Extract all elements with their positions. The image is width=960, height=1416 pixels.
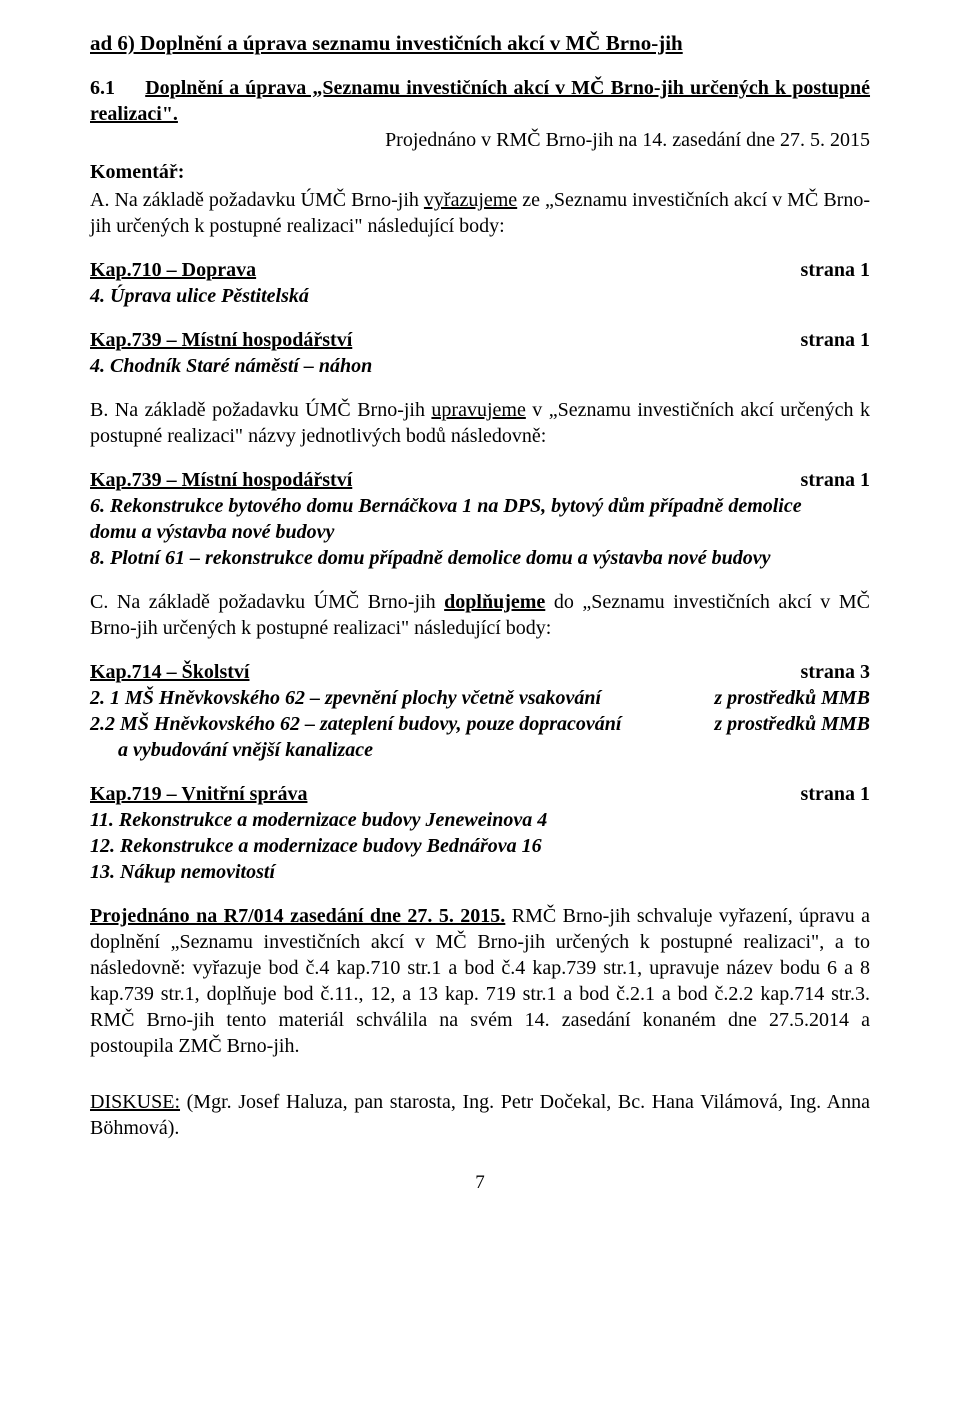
kap739-labelA: Kap.739 – Místní hospodářství <box>90 327 352 353</box>
C-item-2-2-left: 2.2 MŠ Hněvkovského 62 – zateplení budov… <box>90 711 621 737</box>
komentar-label: Komentář: <box>90 159 870 185</box>
C-item-13: 13. Nákup nemovitostí <box>90 859 870 885</box>
kap714-label: Kap.714 – Školství <box>90 659 249 685</box>
A-emph: vyřazujeme <box>424 189 517 211</box>
projednano-line: Projednáno v RMČ Brno-jih na 14. zasedán… <box>90 127 870 153</box>
kap739-rowA: Kap.739 – Místní hospodářství strana 1 <box>90 327 870 353</box>
kap719-label: Kap.719 – Vnitřní správa <box>90 781 307 807</box>
A-item-4b: 4. Chodník Staré náměstí – náhon <box>90 353 870 379</box>
kap719-row: Kap.719 – Vnitřní správa strana 1 <box>90 781 870 807</box>
C-item-2-1-right: z prostředků MMB <box>714 685 870 711</box>
diskuse-paragraph: DISKUSE: (Mgr. Josef Haluza, pan starost… <box>90 1089 870 1141</box>
diskuse-text: (Mgr. Josef Haluza, pan starosta, Ing. P… <box>90 1091 870 1139</box>
B-item-6: 6. Rekonstrukce bytového domu Bernáčkova… <box>90 493 870 545</box>
A-item-4a: 4. Úprava ulice Pěstitelská <box>90 283 870 309</box>
sec61-para: 6.1 Doplnění a úprava „Seznamu investičn… <box>90 75 870 127</box>
C-emph: doplňujeme <box>444 591 545 613</box>
section-6-1: 6.1 Doplnění a úprava „Seznamu investičn… <box>90 75 870 153</box>
section-C: C. Na základě požadavku ÚMČ Brno-jih dop… <box>90 589 870 641</box>
sec61-num: 6.1 <box>90 77 115 99</box>
C-pre: C. Na základě požadavku ÚMČ Brno-jih <box>90 591 444 613</box>
diskuse-label: DISKUSE: <box>90 1091 180 1113</box>
projednano-paragraph: Projednáno na R7/014 zasedání dne 27. 5.… <box>90 903 870 1059</box>
C-item-12: 12. Rekonstrukce a modernizace budovy Be… <box>90 833 870 859</box>
kap710-page: strana 1 <box>801 257 870 283</box>
C-item-2-2-cont: a vybudování vnější kanalizace <box>90 737 870 763</box>
kap710-label: Kap.710 – Doprava <box>90 257 256 283</box>
proj-rest: RMČ Brno-jih schvaluje vyřazení, úpravu … <box>90 905 870 1057</box>
sec61-title: Doplnění a úprava „Seznamu investičních … <box>90 77 870 125</box>
heading-ad6: ad 6) Doplnění a úprava seznamu investič… <box>90 30 870 57</box>
proj-lead: Projednáno na R7/014 zasedání dne 27. 5.… <box>90 905 505 927</box>
kap739-pageB: strana 1 <box>801 467 870 493</box>
C-item-2-2-right: z prostředků MMB <box>714 711 870 737</box>
section-A: A. Na základě požadavku ÚMČ Brno-jih vyř… <box>90 187 870 239</box>
C-item-2-2: 2.2 MŠ Hněvkovského 62 – zateplení budov… <box>90 711 870 737</box>
page: ad 6) Doplnění a úprava seznamu investič… <box>0 0 960 1416</box>
page-number: 7 <box>90 1171 870 1196</box>
kap739-rowB: Kap.739 – Místní hospodářství strana 1 <box>90 467 870 493</box>
C-item-11: 11. Rekonstrukce a modernizace budovy Je… <box>90 807 870 833</box>
B-pre: B. Na základě požadavku ÚMČ Brno-jih <box>90 399 431 421</box>
B-emph: upravujeme <box>431 399 525 421</box>
C-item-2-1: 2. 1 MŠ Hněvkovského 62 – zpevnění ploch… <box>90 685 870 711</box>
kap739-pageA: strana 1 <box>801 327 870 353</box>
kap719-page: strana 1 <box>801 781 870 807</box>
section-B: B. Na základě požadavku ÚMČ Brno-jih upr… <box>90 397 870 449</box>
kap714-row: Kap.714 – Školství strana 3 <box>90 659 870 685</box>
kap710-row: Kap.710 – Doprava strana 1 <box>90 257 870 283</box>
C-item-2-1-left: 2. 1 MŠ Hněvkovského 62 – zpevnění ploch… <box>90 685 601 711</box>
kap739-labelB: Kap.739 – Místní hospodářství <box>90 467 352 493</box>
B-item-8: 8. Plotní 61 – rekonstrukce domu případn… <box>90 545 870 571</box>
kap714-page: strana 3 <box>801 659 870 685</box>
